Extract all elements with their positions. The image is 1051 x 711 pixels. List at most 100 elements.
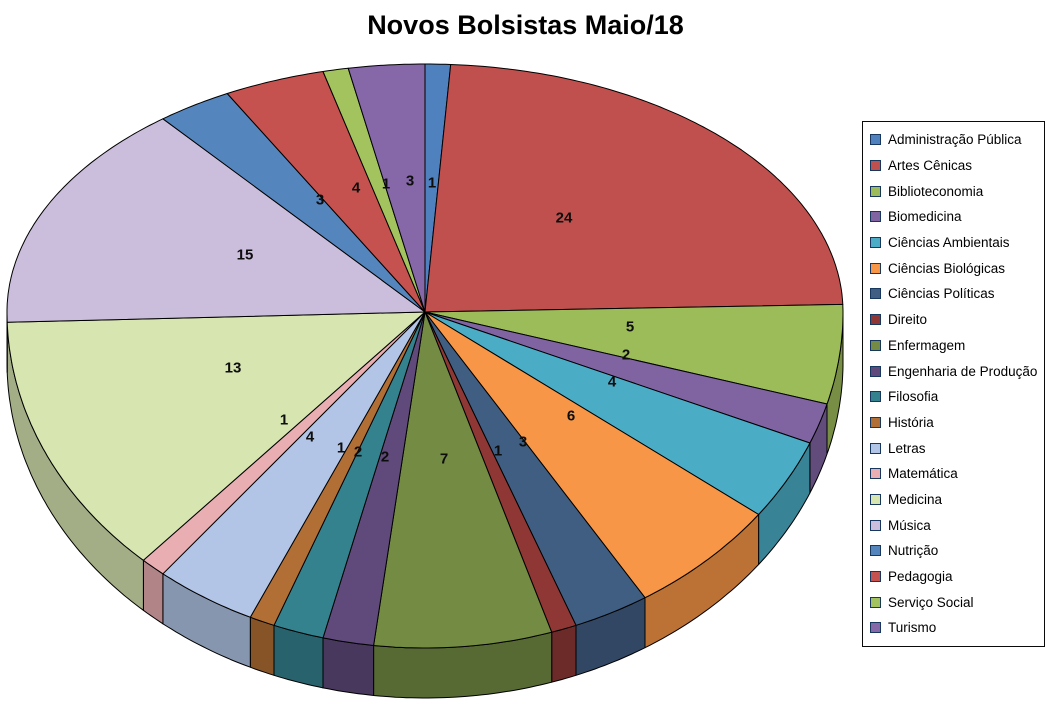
legend-swatch-icon [870, 622, 881, 634]
legend-item: Medicina [870, 492, 1042, 507]
legend-item-label: Biblioteconomia [888, 183, 984, 199]
legend-item: Artes Cênicas [870, 158, 1042, 173]
legend-item-label: Matemática [888, 466, 958, 482]
legend-item-label: História [888, 414, 934, 430]
legend-item-label: Direito [888, 312, 928, 328]
slice-value-label: 4 [607, 373, 617, 391]
legend-item: Serviço Social [870, 595, 1042, 610]
legend-swatch-icon [870, 545, 881, 557]
slice-value-label: 3 [405, 172, 415, 190]
legend-swatch-icon [870, 185, 881, 197]
legend-item: Ciências Biológicas [870, 261, 1042, 276]
legend-item: Ciências Políticas [870, 286, 1042, 301]
legend-item-label: Biomedicina [888, 209, 962, 225]
slice-value-label: 5 [625, 318, 635, 336]
legend-item: História [870, 415, 1042, 430]
slice-value-label: 2 [380, 448, 390, 466]
legend-swatch-icon [870, 571, 881, 583]
slice-value-label: 6 [566, 407, 576, 425]
legend-swatch-icon [870, 365, 881, 377]
legend-item: Matemática [870, 466, 1042, 481]
legend-swatch-icon [870, 288, 881, 300]
legend-item-label: Turismo [888, 620, 937, 636]
legend-item: Música [870, 518, 1042, 533]
legend-item: Enfermagem [870, 338, 1042, 353]
legend-swatch-icon [870, 493, 881, 505]
legend-item-label: Música [888, 517, 931, 533]
pie-slice [424, 64, 844, 313]
slice-value-label: 1 [336, 439, 346, 457]
pie-slice-side [551, 624, 577, 683]
legend-swatch-icon [870, 391, 881, 403]
pie-slice [162, 93, 426, 313]
slice-value-label: 1 [381, 175, 391, 193]
pie-slice-side [249, 616, 275, 676]
slice-value-label: 13 [224, 359, 242, 377]
pie-slice [226, 71, 426, 313]
slice-value-label: 1 [493, 442, 503, 460]
chart-title: Novos Bolsistas Maio/18 [367, 10, 684, 40]
legend-item: Biomedicina [870, 209, 1042, 224]
legend-item: Turismo [870, 620, 1042, 635]
slice-value-label: 1 [427, 174, 437, 192]
legend-swatch-icon [870, 468, 881, 480]
legend-item-label: Administração Pública [888, 132, 1022, 148]
legend-swatch-icon [870, 134, 881, 146]
legend-item-label: Ciências Ambientais [888, 235, 1010, 251]
legend-swatch-icon [870, 519, 881, 531]
slice-value-label: 4 [305, 428, 315, 446]
legend-item-label: Serviço Social [888, 594, 974, 610]
legend-item-label: Enfermagem [888, 337, 966, 353]
pie-slice [424, 303, 844, 405]
legend-item: Nutrição [870, 543, 1042, 558]
pie-slice [322, 311, 426, 646]
pie-slice [424, 311, 577, 633]
slice-value-label: 3 [518, 433, 528, 451]
legend-item-label: Ciências Biológicas [888, 260, 1006, 276]
legend-box: Administração Pública Artes Cênicas Biblio… [862, 121, 1045, 647]
pie-slice [322, 67, 426, 313]
pie-slice [6, 118, 426, 323]
pie-slice [347, 63, 426, 313]
legend-item: Letras [870, 441, 1042, 456]
legend-item: Pedagogia [870, 569, 1042, 584]
legend-swatch-icon [870, 211, 881, 223]
pie-slice [373, 311, 553, 649]
legend-item-label: Pedagogia [888, 569, 953, 585]
pie-slice [273, 311, 426, 639]
legend-swatch-icon [870, 442, 881, 454]
legend-item-label: Ciências Políticas [888, 286, 995, 302]
legend-item-label: Artes Cênicas [888, 158, 973, 174]
slice-value-label: 2 [621, 346, 631, 364]
legend-item-label: Engenharia de Produção [888, 363, 1038, 379]
legend-item: Biblioteconomia [870, 184, 1042, 199]
slice-value-label: 3 [315, 191, 325, 209]
slice-value-label: 1 [279, 411, 289, 429]
slice-value-label: 2 [353, 443, 363, 461]
slice-value-label: 15 [236, 246, 254, 264]
legend-swatch-icon [870, 160, 881, 172]
legend-item-label: Letras [888, 440, 926, 456]
legend-item: Direito [870, 312, 1042, 327]
pie-slice [424, 311, 760, 599]
legend-item: Ciências Ambientais [870, 235, 1042, 250]
legend-item: Filosofia [870, 389, 1042, 404]
legend-swatch-icon [870, 237, 881, 249]
pie-slice-side [322, 637, 375, 696]
pie-slice [249, 311, 426, 626]
legend-item-label: Medicina [888, 491, 943, 507]
pie-slice [142, 311, 426, 575]
legend-item: Administração Pública [870, 132, 1042, 147]
slice-value-label: 4 [351, 179, 361, 197]
legend-item: Engenharia de Produção [870, 364, 1042, 379]
legend-item-label: Nutrição [888, 543, 939, 559]
legend-swatch-icon [870, 596, 881, 608]
pie-slice [424, 311, 811, 515]
pie-slice [424, 311, 646, 626]
legend-swatch-icon [870, 416, 881, 428]
pie-slice [424, 311, 828, 444]
pie-slice [6, 311, 426, 561]
pie-slice [162, 311, 426, 618]
